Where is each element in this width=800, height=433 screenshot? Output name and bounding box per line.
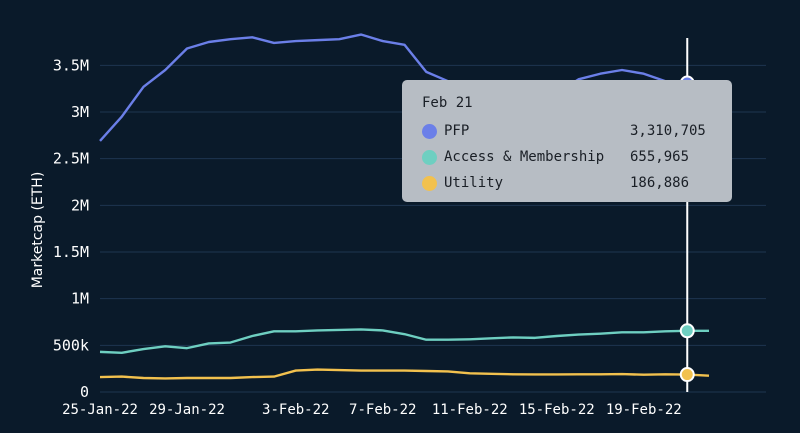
tooltip-series-name: Access & Membership (444, 149, 605, 165)
tooltip-series-name: PFP (444, 123, 470, 139)
x-axis-ticks: 25-Jan-22 29-Jan-22 3-Feb-22 7-Feb-22 11-Feb… (62, 402, 682, 418)
x-tick-label: 7-Feb-22 (349, 402, 416, 418)
access-membership-marker (679, 323, 695, 339)
y-axis-ticks: 0 500k 1M 1.5M 2M 2.5M 3M 3.5M (53, 56, 89, 401)
access-membership-legend-dot (422, 150, 437, 165)
y-axis-label: Marketcap (ETH) (30, 172, 46, 289)
y-tick-label: 500k (53, 336, 89, 354)
y-tick-label: 0 (80, 383, 89, 401)
y-tick-label: 3M (71, 103, 89, 121)
y-tick-label: 1M (71, 290, 89, 308)
x-tick-label: 15-Feb-22 (519, 402, 595, 418)
tooltip-series-value: 655,965 (630, 149, 690, 165)
tooltip-row-pfp: PFP 3,310,705 (422, 118, 714, 144)
y-tick-label: 3.5M (53, 56, 89, 74)
x-tick-label: 19-Feb-22 (606, 402, 682, 418)
pfp-legend-dot (422, 124, 437, 139)
tooltip: Feb 21 PFP 3,310,705 Access & Membership… (402, 80, 732, 202)
x-tick-label: 25-Jan-22 (62, 402, 138, 418)
tooltip-row-utility: Utility 186,886 (422, 170, 714, 196)
x-tick-label: 11-Feb-22 (432, 402, 508, 418)
x-tick-label: 3-Feb-22 (262, 402, 329, 418)
tooltip-row-access-membership: Access & Membership 655,965 (422, 144, 714, 170)
tooltip-series-name: Utility (444, 175, 504, 191)
y-tick-label: 1.5M (53, 243, 89, 261)
series-lines (99, 33, 710, 380)
tooltip-series-value: 186,886 (630, 175, 690, 191)
y-tick-label: 2.5M (53, 150, 89, 168)
utility-legend-dot (422, 176, 437, 191)
access-membership-line (99, 328, 710, 354)
pfp-line (99, 33, 710, 142)
utility-line (99, 368, 710, 380)
x-tick-label: 29-Jan-22 (149, 402, 225, 418)
tooltip-series-value: 3,310,705 (630, 123, 706, 139)
tooltip-date: Feb 21 (422, 95, 473, 111)
utility-marker (679, 367, 695, 383)
y-tick-label: 2M (71, 196, 89, 214)
